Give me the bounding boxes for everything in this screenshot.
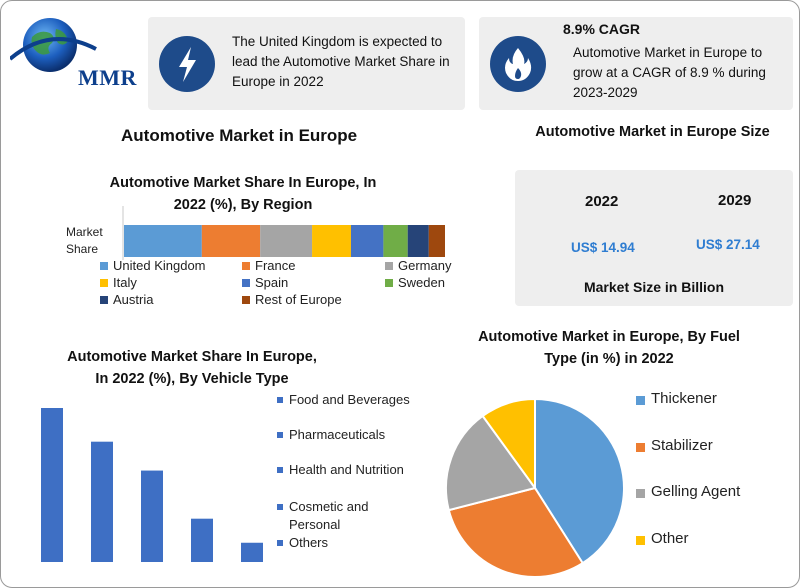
- legend-label: Italy: [113, 275, 137, 290]
- region-bar-segment-0: [124, 225, 202, 257]
- legend-label: Germany: [398, 258, 452, 273]
- vehicle-legend-label: Others: [289, 535, 329, 550]
- vehicle-bar-0: [41, 408, 63, 562]
- fuel-chart-title: Automotive Market in Europe, By Fuel Typ…: [478, 329, 740, 367]
- info-box-uk: The United Kingdom is expected to lead t…: [148, 17, 465, 110]
- fuel-legend-label: Gelling Agent: [651, 483, 741, 500]
- cagr-title: 8.9% CAGR: [563, 21, 641, 37]
- flame-icon: [505, 48, 532, 81]
- vehicle-legend-label: Food and Beverages: [289, 392, 410, 407]
- vehicle-legend-swatch: [277, 397, 283, 403]
- fuel-pie-slice-3: [481, 397, 536, 492]
- fuel-legend-label: Stabilizer: [651, 437, 713, 454]
- market-size-title: Automotive Market in Europe Size: [535, 124, 770, 140]
- fuel-legend-swatch: [636, 489, 645, 498]
- region-bar-segment-1: [201, 225, 261, 257]
- flame-icon-circle: [490, 36, 546, 92]
- market-size-panel: 2022 2029 US$ 14.94 US$ 27.14 Market Siz…: [515, 170, 793, 306]
- lightning-icon: [179, 47, 196, 82]
- mmr-logo: MMR: [8, 15, 136, 90]
- region-bar-segment-7: [428, 225, 445, 257]
- region-bar-segment-4: [350, 225, 384, 257]
- fuel-pie-slice-1: [447, 486, 585, 578]
- globe-icon: [8, 18, 97, 72]
- region-bar-segment-3: [312, 225, 351, 257]
- fuel-legend-label: Other: [651, 530, 689, 547]
- logo-text: MMR: [78, 65, 137, 90]
- fuel-legend-swatch: [636, 396, 645, 405]
- legend-label: Sweden: [398, 275, 445, 290]
- info-box-cagr: 8.9% CAGR Automotive Market in Europe to…: [479, 17, 793, 110]
- region-bar-segment-2: [260, 225, 313, 257]
- vehicle-bar-3: [191, 518, 213, 562]
- vehicle-legend-swatch: [277, 467, 283, 473]
- vehicle-legend-swatch: [277, 540, 283, 546]
- vehicle-bar-1: [91, 441, 113, 562]
- legend-swatch: [242, 296, 250, 304]
- legend-swatch: [385, 262, 393, 270]
- legend-swatch: [242, 279, 250, 287]
- legend-label: Austria: [113, 292, 154, 307]
- vehicle-legend-swatch: [277, 504, 283, 510]
- vehicle-chart-title: Automotive Market Share In Europe, In 20…: [67, 349, 317, 387]
- vehicle-legend-label: Health and Nutrition: [289, 462, 404, 477]
- vehicle-legend-label: Cosmetic and Personal: [289, 499, 369, 532]
- vehicle-legend-label: Pharmaceuticals: [289, 427, 386, 442]
- region-bar-segment-6: [407, 225, 429, 257]
- size-value-2029: US$ 27.14: [696, 237, 760, 252]
- info-text-uk: The United Kingdom is expected to lead t…: [232, 34, 450, 89]
- fuel-legend-label: Thickener: [651, 390, 717, 407]
- lightning-icon-circle: [159, 36, 215, 92]
- legend-swatch: [100, 296, 108, 304]
- legend-swatch: [242, 262, 250, 270]
- legend-label: Spain: [255, 275, 289, 290]
- region-bar-segment-5: [383, 225, 408, 257]
- legend-label: France: [255, 258, 296, 273]
- region-row-label: Market Share: [66, 225, 103, 256]
- legend-swatch: [100, 279, 108, 287]
- legend-label: Rest of Europe: [255, 292, 342, 307]
- legend-swatch: [100, 262, 108, 270]
- info-text-cagr: Automotive Market in Europe to grow at a…: [573, 45, 766, 100]
- size-year-2022: 2022: [585, 193, 619, 210]
- vehicle-bar-4: [241, 542, 263, 562]
- fuel-legend-swatch: [636, 443, 645, 452]
- legend-label: United Kingdom: [113, 258, 206, 273]
- size-value-2022: US$ 14.94: [571, 240, 635, 255]
- fuel-legend-swatch: [636, 536, 645, 545]
- legend-swatch: [385, 279, 393, 287]
- vehicle-legend-swatch: [277, 432, 283, 438]
- size-year-2029: 2029: [718, 192, 752, 209]
- region-chart-title: Automotive Market Share In Europe, In 20…: [109, 175, 377, 213]
- main-title: Automotive Market in Europe: [121, 126, 358, 145]
- vehicle-bar-2: [141, 470, 163, 562]
- fuel-pie-slice-2: [445, 414, 537, 512]
- size-caption: Market Size in Billion: [583, 279, 725, 295]
